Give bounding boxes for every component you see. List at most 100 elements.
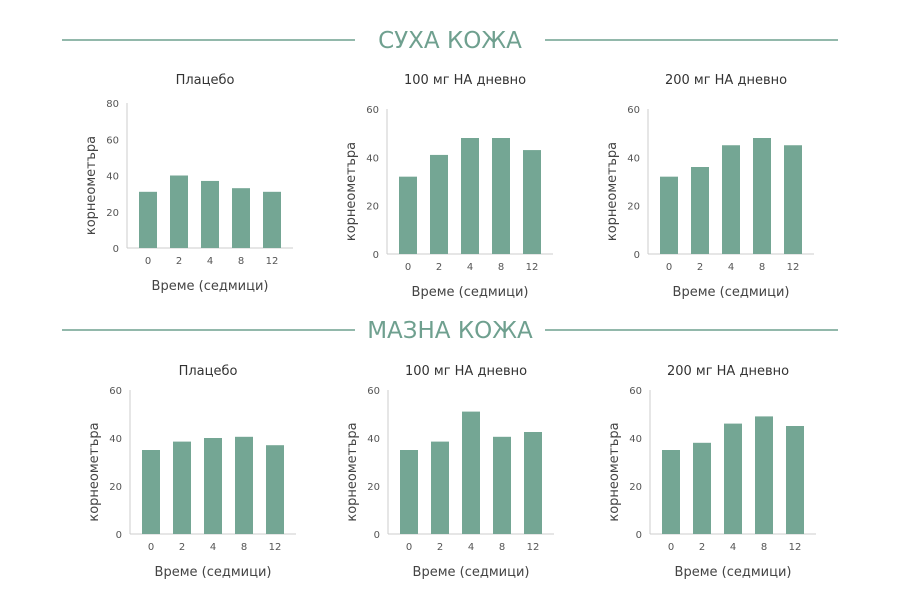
bar [201, 180, 219, 248]
y-tick-label: 20 [109, 482, 122, 493]
x-tick-label: 8 [759, 262, 765, 273]
chart-title: 100 мг НА дневно [404, 73, 526, 88]
bar [399, 176, 417, 254]
x-tick-label: 4 [468, 542, 474, 553]
y-tick-label: 20 [367, 482, 380, 493]
x-tick-label: 4 [730, 542, 736, 553]
y-tick-label: 40 [629, 434, 642, 445]
x-tick-label: 0 [145, 256, 151, 267]
bar [263, 191, 281, 248]
chart-panel: Плацебо 0 20 40 60 0 2 4 8 12 Време (седмици) корне… [87, 364, 296, 580]
bar [204, 438, 222, 534]
x-tick-label: 2 [179, 542, 185, 553]
x-tick-label: 8 [241, 542, 247, 553]
bar [462, 411, 480, 534]
y-axis-label: корнеометъра [344, 142, 359, 241]
x-tick-label: 12 [269, 542, 282, 553]
x-tick-label: 2 [176, 256, 182, 267]
bar [266, 445, 284, 534]
bar [722, 145, 740, 254]
bar [461, 138, 479, 254]
x-tick-label: 8 [498, 262, 504, 273]
y-tick-label: 20 [629, 482, 642, 493]
x-tick-label: 0 [148, 542, 154, 553]
x-tick-label: 4 [207, 256, 213, 267]
y-tick-label: 0 [634, 250, 640, 261]
x-tick-label: 4 [210, 542, 216, 553]
bar [753, 138, 771, 254]
x-tick-label: 12 [787, 262, 800, 273]
y-axis-label: корнеометъра [87, 422, 102, 521]
y-axis-label: корнеометъра [605, 142, 620, 241]
chart-panel: 200 мг НА дневно 0 20 40 60 0 2 4 8 12 Време (седм… [605, 73, 814, 300]
x-tick-label: 8 [499, 542, 505, 553]
chart-title: 200 мг НА дневно [665, 73, 787, 88]
bar [142, 450, 160, 534]
bar [232, 188, 250, 248]
bar [430, 154, 448, 254]
bar [170, 175, 188, 248]
bar [693, 442, 711, 534]
bar [400, 450, 418, 534]
x-tick-label: 2 [697, 262, 703, 273]
x-tick-label: 12 [789, 542, 802, 553]
bar [724, 423, 742, 534]
x-tick-label: 2 [699, 542, 705, 553]
y-tick-label: 40 [367, 434, 380, 445]
chart-panel: 200 мг НА дневно 0 20 40 60 0 2 4 8 12 Време (седм… [607, 364, 816, 580]
bar [691, 167, 709, 254]
x-tick-label: 12 [526, 262, 539, 273]
y-tick-label: 40 [627, 153, 640, 164]
x-tick-label: 0 [668, 542, 674, 553]
x-axis-label: Време (седмици) [675, 565, 792, 580]
x-tick-label: 0 [406, 542, 412, 553]
x-axis-label: Време (седмици) [673, 285, 790, 300]
x-tick-label: 4 [728, 262, 734, 273]
bar [431, 441, 449, 534]
y-tick-label: 60 [366, 105, 379, 116]
bar [524, 432, 542, 534]
x-tick-label: 4 [467, 262, 473, 273]
bar [784, 145, 802, 254]
x-tick-label: 8 [761, 542, 767, 553]
y-tick-label: 20 [366, 202, 379, 213]
x-axis-label: Време (седмици) [155, 565, 272, 580]
y-tick-label: 0 [116, 530, 122, 541]
bar [139, 191, 157, 248]
y-tick-label: 20 [106, 208, 119, 219]
y-tick-label: 40 [109, 434, 122, 445]
x-tick-label: 2 [436, 262, 442, 273]
x-tick-label: 2 [437, 542, 443, 553]
bar [786, 426, 804, 534]
x-tick-label: 0 [405, 262, 411, 273]
y-tick-label: 0 [113, 244, 119, 255]
bar [493, 436, 511, 534]
chart-panel: 100 мг НА дневно 0 20 40 60 0 2 4 8 12 Време (седм… [345, 364, 554, 580]
y-tick-label: 60 [629, 386, 642, 397]
y-axis-label: корнеометъра [607, 422, 622, 521]
y-tick-label: 60 [106, 135, 119, 146]
y-tick-label: 40 [106, 172, 119, 183]
bar [492, 138, 510, 254]
y-tick-label: 60 [627, 105, 640, 116]
bar [662, 450, 680, 534]
y-tick-label: 60 [367, 386, 380, 397]
y-tick-label: 0 [373, 250, 379, 261]
chart-title: Плацебо [176, 73, 235, 88]
section-title-oily-skin: МАЗНА КОЖА [367, 318, 533, 344]
x-tick-label: 12 [266, 256, 279, 267]
chart-panel: Плацебо 0 20 40 60 80 0 2 4 8 12 Време (седмици) кор… [84, 73, 293, 294]
x-axis-label: Време (седмици) [152, 279, 269, 294]
y-axis-label: корнеометъра [84, 136, 99, 235]
x-axis-label: Време (седмици) [413, 565, 530, 580]
y-tick-label: 0 [374, 530, 380, 541]
bar [660, 176, 678, 254]
y-tick-label: 60 [109, 386, 122, 397]
x-tick-label: 12 [527, 542, 540, 553]
y-tick-label: 0 [636, 530, 642, 541]
chart-panel: 100 мг НА дневно 0 20 40 60 0 2 4 8 12 Време (седм… [344, 73, 553, 300]
x-tick-label: 0 [666, 262, 672, 273]
y-tick-label: 20 [627, 202, 640, 213]
x-tick-label: 8 [238, 256, 244, 267]
